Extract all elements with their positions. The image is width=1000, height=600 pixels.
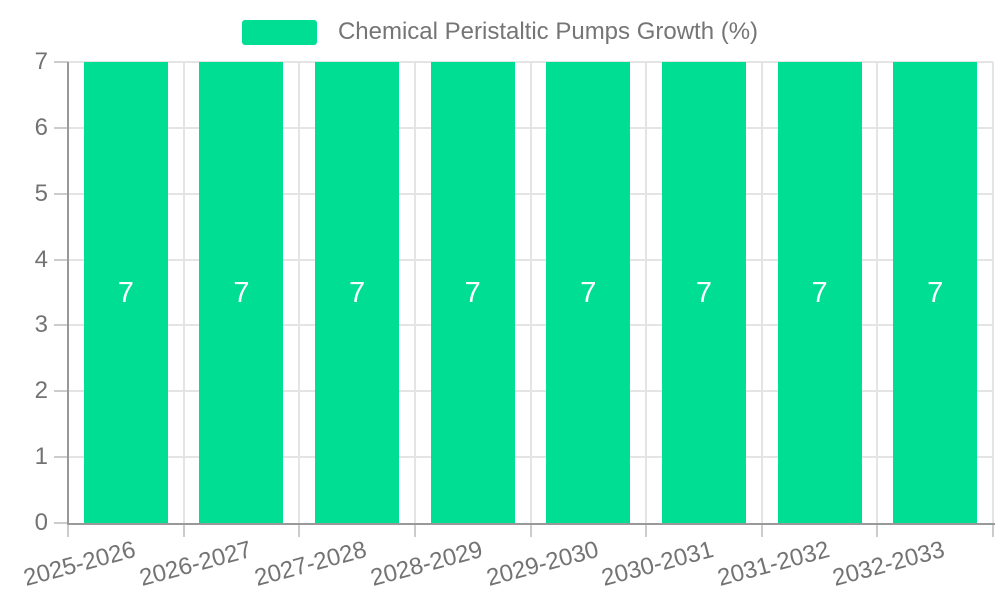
y-axis-tick-label: 6 <box>34 113 48 141</box>
x-axis-category-label: 2030-2031 <box>598 536 717 592</box>
x-axis-line <box>68 523 995 525</box>
bar-value-label: 7 <box>117 276 134 309</box>
y-axis-tick-label: 3 <box>34 311 48 339</box>
gridline-vertical <box>413 62 416 523</box>
y-axis-tick-label: 5 <box>34 179 48 207</box>
gridline-vertical <box>645 62 648 523</box>
x-axis-category-label: 2027-2028 <box>251 536 370 592</box>
y-axis-tick <box>54 61 68 63</box>
y-axis-tick-label: 0 <box>34 509 48 536</box>
y-axis-line <box>67 62 69 525</box>
x-axis-category-label: 2029-2030 <box>483 536 602 592</box>
legend-swatch <box>241 19 317 45</box>
bar[interactable] <box>661 62 746 523</box>
x-axis-tick <box>529 523 532 537</box>
legend[interactable]: Chemical Peristaltic Pumps Growth (%) <box>0 18 1000 46</box>
y-axis-tick-label: 1 <box>34 443 48 471</box>
bar[interactable] <box>83 62 168 523</box>
x-axis-tick <box>298 523 301 537</box>
y-axis-tick-label: 2 <box>34 377 48 405</box>
gridline-vertical <box>529 62 532 523</box>
x-axis-category-label: 2028-2029 <box>367 536 486 592</box>
gridline-vertical <box>992 62 994 523</box>
x-axis-tick <box>876 523 879 537</box>
x-axis-category-label: 2031-2032 <box>714 536 833 592</box>
bar-value-label: 7 <box>811 276 828 309</box>
x-axis-tick <box>992 523 994 537</box>
x-axis-category-label: 2026-2027 <box>136 536 255 592</box>
bar[interactable] <box>199 62 284 523</box>
legend-label: Chemical Peristaltic Pumps Growth (%) <box>337 18 759 45</box>
y-axis-tick <box>54 324 68 327</box>
gridline-vertical <box>876 62 879 523</box>
x-axis-category-label: 2025-2026 <box>20 536 139 592</box>
y-axis-tick <box>54 456 68 459</box>
y-axis-tick <box>54 522 68 524</box>
bar-value-label: 7 <box>927 276 944 309</box>
x-axis-tick <box>760 523 763 537</box>
x-axis-tick <box>67 523 69 537</box>
bar-value-label: 7 <box>233 276 250 309</box>
x-axis-tick <box>413 523 416 537</box>
y-axis-tick-label: 7 <box>34 48 48 75</box>
gridline-vertical <box>298 62 301 523</box>
bar-value-label: 7 <box>348 276 366 309</box>
y-axis-tick <box>54 192 68 195</box>
y-axis-tick-label: 4 <box>34 245 48 273</box>
bar[interactable] <box>777 62 862 523</box>
x-axis-category-label: 2032-2033 <box>830 536 948 592</box>
bar-value-label: 7 <box>464 276 481 309</box>
bar-value-label: 7 <box>695 276 712 309</box>
y-axis-tick <box>54 126 68 129</box>
gridline-vertical <box>182 62 185 523</box>
bar-value-label: 7 <box>580 276 597 309</box>
gridline-vertical <box>760 62 763 523</box>
bar[interactable] <box>315 62 400 523</box>
x-axis-tick <box>645 523 648 537</box>
x-axis-tick <box>182 523 185 537</box>
y-axis-tick <box>54 390 68 393</box>
bar[interactable] <box>546 62 631 523</box>
bar[interactable] <box>430 62 515 523</box>
bar[interactable] <box>893 62 978 523</box>
y-axis-tick <box>54 258 68 261</box>
